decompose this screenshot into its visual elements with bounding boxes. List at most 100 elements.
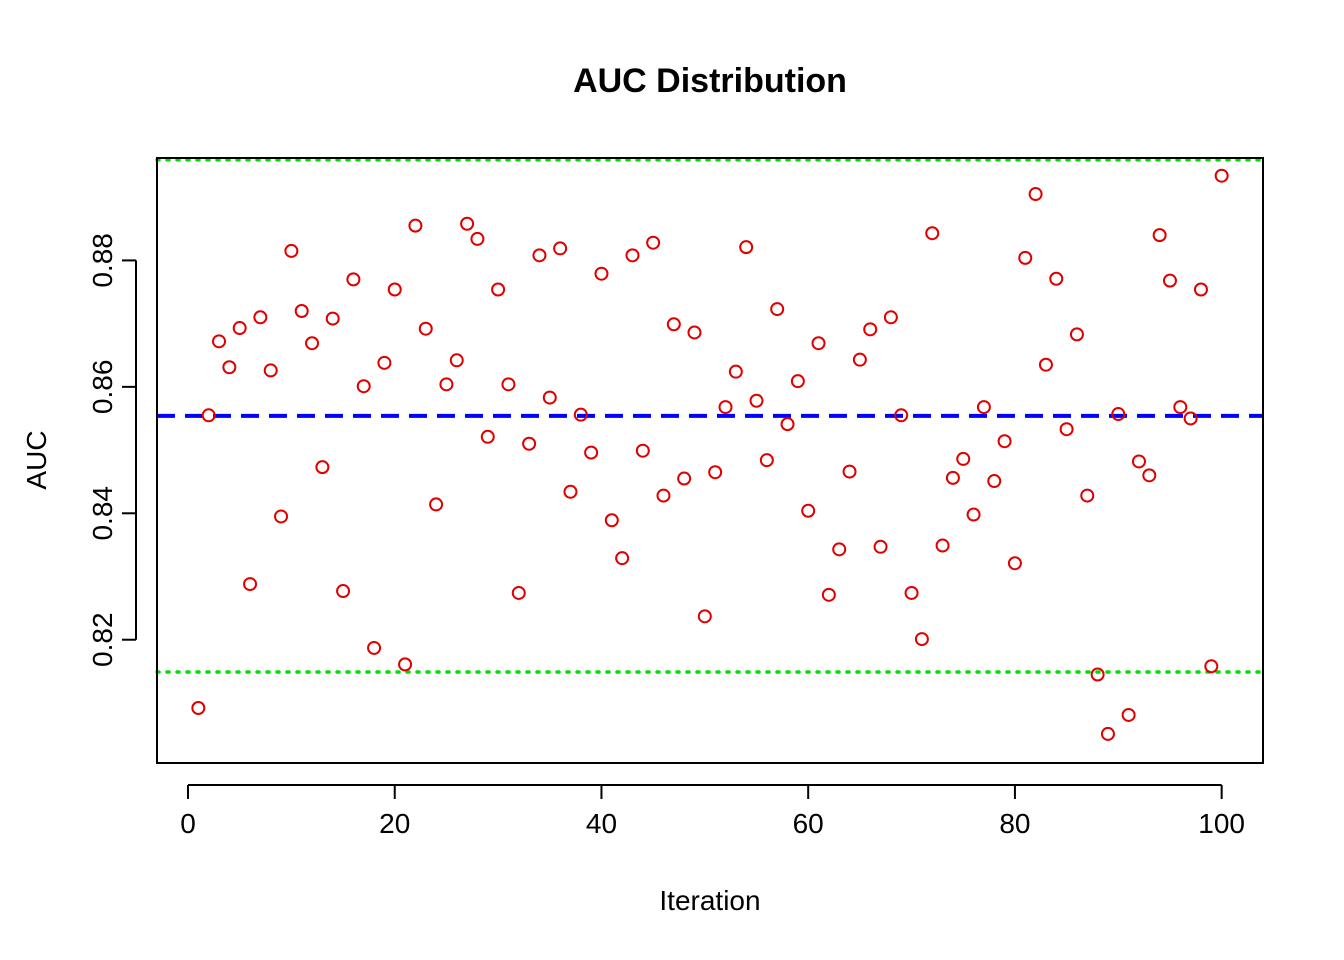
data-point [883, 310, 898, 325]
x-axis: 0 20 40 60 80 100 [180, 784, 1245, 839]
data-point [1018, 250, 1033, 265]
data-point [201, 408, 216, 423]
x-tick-label: 100 [1198, 808, 1245, 839]
y-tick-label: 0.82 [87, 612, 118, 667]
data-point [1100, 726, 1115, 741]
data-point [873, 539, 888, 554]
data-point [532, 248, 547, 263]
data-point [914, 632, 929, 647]
data-point [1038, 357, 1053, 372]
y-axis: 0.82 0.84 0.86 0.88 [87, 233, 137, 667]
data-point [460, 216, 475, 231]
data-point [377, 355, 392, 370]
data-point [584, 445, 599, 460]
data-point [449, 353, 464, 368]
data-point [811, 336, 826, 351]
data-point [1162, 273, 1177, 288]
data-point [1121, 707, 1136, 722]
data-point [687, 325, 702, 340]
data-point [1111, 407, 1126, 422]
data-point [852, 352, 867, 367]
data-point [925, 226, 940, 241]
data-point [212, 334, 227, 349]
data-point [501, 377, 516, 392]
data-point [1059, 422, 1074, 437]
data-point [801, 503, 816, 518]
data-point [263, 363, 278, 378]
data-point [553, 241, 568, 256]
y-tick-label: 0.84 [87, 486, 118, 541]
data-point [274, 509, 289, 524]
data-point [863, 322, 878, 337]
data-point [480, 429, 495, 444]
data-point [1214, 168, 1229, 183]
data-point [904, 585, 919, 600]
data-point [842, 464, 857, 479]
data-point [615, 551, 630, 566]
data-point [232, 321, 247, 336]
x-tick-label: 80 [999, 808, 1030, 839]
data-point [563, 484, 578, 499]
data-point [222, 360, 237, 375]
data-point [191, 701, 206, 715]
y-tick-label: 0.86 [87, 360, 118, 415]
x-axis-label: Iteration [659, 885, 760, 916]
data-point [966, 507, 981, 522]
x-tick-label: 60 [793, 808, 824, 839]
y-tick-label: 0.88 [87, 233, 118, 288]
data-point [1204, 659, 1219, 674]
data-point [294, 303, 309, 318]
data-point [429, 497, 444, 512]
data-point [956, 451, 971, 466]
data-point [325, 311, 340, 326]
x-tick-label: 0 [180, 808, 196, 839]
data-point [305, 336, 320, 351]
data-point [821, 587, 836, 602]
chart-title: AUC Distribution [573, 62, 847, 100]
data-point [594, 266, 609, 281]
data-point [1007, 556, 1022, 571]
data-point [491, 282, 506, 297]
x-tick-label: 20 [379, 808, 410, 839]
data-point [439, 377, 454, 392]
data-point [511, 585, 526, 600]
data-point [1080, 488, 1095, 503]
data-point [739, 240, 754, 255]
data-point [1069, 327, 1084, 342]
data-point [284, 243, 299, 258]
data-point [728, 364, 743, 379]
data-point [387, 282, 402, 297]
x-tick-label: 40 [586, 808, 617, 839]
data-point [1090, 667, 1105, 682]
data-point [470, 231, 485, 246]
data-point [780, 417, 795, 432]
data-point [718, 400, 733, 415]
data-point [646, 235, 661, 250]
data-point [1152, 228, 1167, 243]
data-point [997, 434, 1012, 449]
data-point [625, 248, 640, 263]
data-point [573, 407, 588, 422]
data-point [635, 443, 650, 458]
data-point [356, 379, 371, 394]
data-point [253, 310, 268, 325]
data-point [1131, 454, 1146, 469]
data-point [336, 584, 351, 599]
data-point [398, 657, 413, 672]
data-point [790, 374, 805, 389]
data-point [749, 393, 764, 408]
data-point [243, 577, 258, 592]
data-point [759, 453, 774, 468]
data-point [315, 460, 330, 475]
data-point [1028, 187, 1043, 202]
data-point [770, 302, 785, 317]
data-point [1173, 400, 1188, 415]
data-point [542, 390, 557, 405]
reference-lines [155, 158, 1265, 674]
data-point [408, 218, 423, 233]
data-point [894, 408, 909, 423]
data-point [976, 400, 991, 415]
data-point [666, 317, 681, 332]
data-point [1193, 282, 1208, 297]
